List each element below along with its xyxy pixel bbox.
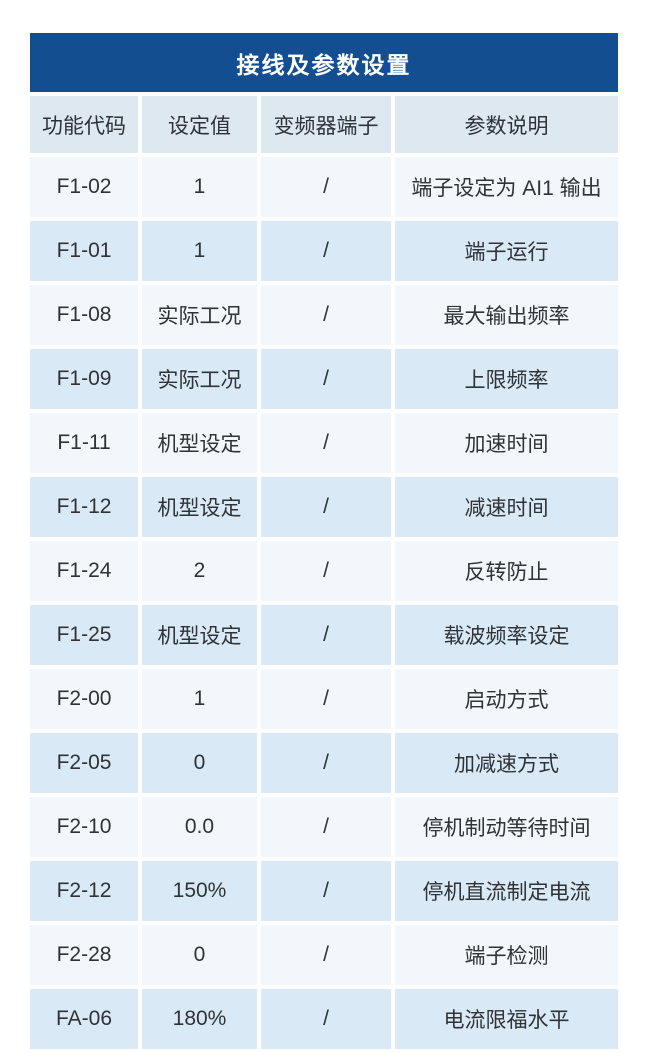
cell-set-value: 0.0 — [142, 797, 257, 857]
cell-set-value: 0 — [142, 733, 257, 793]
cell-inverter-terminal: / — [261, 221, 391, 281]
table-row: F1-24 2 / 反转防止 — [30, 541, 618, 601]
table-row: F1-01 1 / 端子运行 — [30, 221, 618, 281]
table-row: F2-12 150% / 停机直流制定电流 — [30, 861, 618, 921]
cell-set-value: 0 — [142, 925, 257, 985]
cell-inverter-terminal: / — [261, 285, 391, 345]
cell-inverter-terminal: / — [261, 349, 391, 409]
cell-parameter-description: 端子运行 — [395, 221, 618, 281]
cell-inverter-terminal: / — [261, 733, 391, 793]
cell-set-value: 180% — [142, 989, 257, 1049]
cell-inverter-terminal: / — [261, 477, 391, 537]
cell-parameter-description: 停机制动等待时间 — [395, 797, 618, 857]
table-row: F2-05 0 / 加减速方式 — [30, 733, 618, 793]
column-header-description: 参数说明 — [395, 96, 618, 153]
cell-function-code: F2-10 — [30, 797, 138, 857]
cell-inverter-terminal: / — [261, 669, 391, 729]
cell-function-code: F1-11 — [30, 413, 138, 473]
cell-inverter-terminal: / — [261, 541, 391, 601]
cell-set-value: 实际工况 — [142, 349, 257, 409]
cell-parameter-description: 最大输出频率 — [395, 285, 618, 345]
cell-set-value: 1 — [142, 157, 257, 217]
table-row: F2-10 0.0 / 停机制动等待时间 — [30, 797, 618, 857]
table-body: F1-02 1 / 端子设定为 AI1 输出 F1-01 1 / 端子运行 F1… — [30, 157, 618, 1049]
cell-set-value: 机型设定 — [142, 413, 257, 473]
table-title-row: 接线及参数设置 — [30, 33, 618, 92]
table-row: F1-12 机型设定 / 减速时间 — [30, 477, 618, 537]
cell-parameter-description: 端子设定为 AI1 输出 — [395, 157, 618, 217]
cell-function-code: F1-09 — [30, 349, 138, 409]
cell-set-value: 1 — [142, 669, 257, 729]
cell-set-value: 2 — [142, 541, 257, 601]
cell-set-value: 1 — [142, 221, 257, 281]
table-row: F1-02 1 / 端子设定为 AI1 输出 — [30, 157, 618, 217]
table-row: F2-00 1 / 启动方式 — [30, 669, 618, 729]
cell-function-code: F1-01 — [30, 221, 138, 281]
cell-parameter-description: 加速时间 — [395, 413, 618, 473]
cell-set-value: 实际工况 — [142, 285, 257, 345]
cell-parameter-description: 上限频率 — [395, 349, 618, 409]
cell-parameter-description: 电流限福水平 — [395, 989, 618, 1049]
cell-function-code: F2-00 — [30, 669, 138, 729]
cell-parameter-description: 减速时间 — [395, 477, 618, 537]
table-row: F2-28 0 / 端子检测 — [30, 925, 618, 985]
cell-function-code: F2-05 — [30, 733, 138, 793]
column-header-value: 设定值 — [142, 96, 257, 153]
table-row: F1-25 机型设定 / 载波频率设定 — [30, 605, 618, 665]
cell-inverter-terminal: / — [261, 157, 391, 217]
cell-inverter-terminal: / — [261, 605, 391, 665]
cell-parameter-description: 端子检测 — [395, 925, 618, 985]
cell-function-code: FA-06 — [30, 989, 138, 1049]
cell-inverter-terminal: / — [261, 989, 391, 1049]
cell-set-value: 150% — [142, 861, 257, 921]
cell-inverter-terminal: / — [261, 925, 391, 985]
cell-set-value: 机型设定 — [142, 477, 257, 537]
parameter-settings-table: 接线及参数设置 功能代码 设定值 变频器端子 参数说明 F1-02 1 / 端子… — [26, 29, 622, 1053]
cell-set-value: 机型设定 — [142, 605, 257, 665]
cell-function-code: F2-28 — [30, 925, 138, 985]
table-row: FA-06 180% / 电流限福水平 — [30, 989, 618, 1049]
cell-function-code: F1-25 — [30, 605, 138, 665]
table-title: 接线及参数设置 — [30, 33, 618, 92]
table-row: F1-09 实际工况 / 上限频率 — [30, 349, 618, 409]
cell-parameter-description: 反转防止 — [395, 541, 618, 601]
cell-parameter-description: 启动方式 — [395, 669, 618, 729]
cell-inverter-terminal: / — [261, 797, 391, 857]
cell-parameter-description: 停机直流制定电流 — [395, 861, 618, 921]
table-row: F1-11 机型设定 / 加速时间 — [30, 413, 618, 473]
cell-function-code: F1-02 — [30, 157, 138, 217]
cell-inverter-terminal: / — [261, 861, 391, 921]
cell-parameter-description: 载波频率设定 — [395, 605, 618, 665]
cell-function-code: F1-08 — [30, 285, 138, 345]
column-header-code: 功能代码 — [30, 96, 138, 153]
column-header-terminal: 变频器端子 — [261, 96, 391, 153]
column-header-row: 功能代码 设定值 变频器端子 参数说明 — [30, 96, 618, 153]
cell-inverter-terminal: / — [261, 413, 391, 473]
cell-function-code: F1-12 — [30, 477, 138, 537]
cell-function-code: F1-24 — [30, 541, 138, 601]
cell-parameter-description: 加减速方式 — [395, 733, 618, 793]
table-row: F1-08 实际工况 / 最大输出频率 — [30, 285, 618, 345]
cell-function-code: F2-12 — [30, 861, 138, 921]
